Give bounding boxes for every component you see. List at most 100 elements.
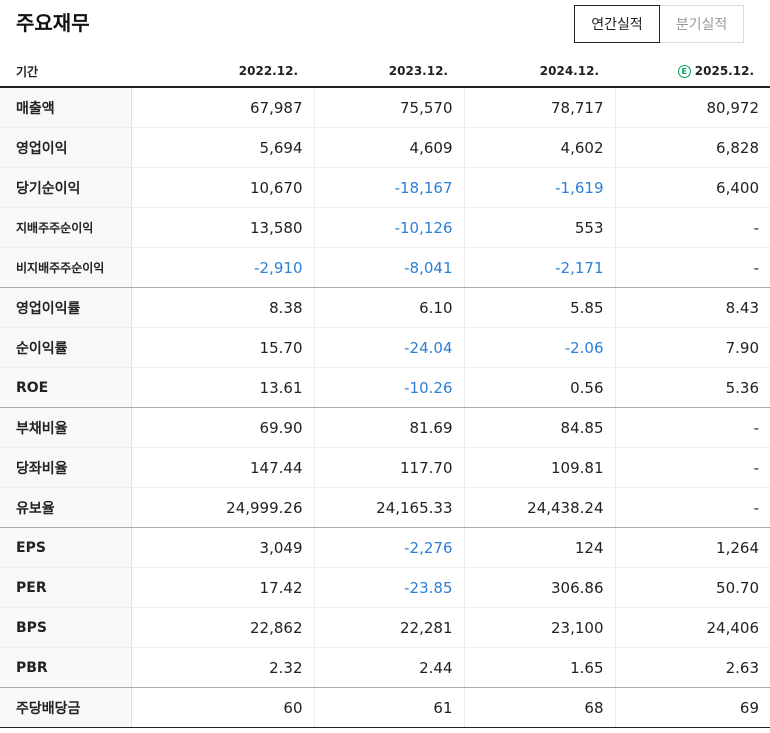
table-cell: -2,910 xyxy=(130,247,314,288)
table-row: EPS 3,049 -2,276 124 1,264 xyxy=(0,527,770,568)
period-header: 기간 xyxy=(0,56,131,88)
table-cell: 61 xyxy=(313,687,464,728)
section-title: 주요재무 xyxy=(16,11,90,35)
table-cell: 109.81 xyxy=(463,447,615,488)
table-cell: 23,100 xyxy=(463,607,615,648)
table-cell: 553 xyxy=(463,207,615,248)
table-row: 비지배주주순이익 -2,910 -8,041 -2,171- xyxy=(0,247,770,288)
table-cell: 60 xyxy=(130,687,314,728)
table-row: 주당배당금 60 61 68 69 xyxy=(0,687,770,728)
table-cell: 75,570 xyxy=(313,87,464,128)
table-cell: 306.86 xyxy=(463,567,615,608)
table-cell: -1,619 xyxy=(463,167,615,208)
table-cell: -10,126 xyxy=(313,207,464,248)
table-cell: 2.63 xyxy=(614,647,770,688)
table-cell: 5.85 xyxy=(463,287,615,328)
tab-quarterly[interactable]: 분기실적 xyxy=(660,5,744,43)
row-label: PBR xyxy=(0,647,132,688)
table-row: PBR 2.32 2.44 1.65 2.63 xyxy=(0,647,770,688)
table-row: 당좌비율 147.44 117.70 109.81- xyxy=(0,447,770,488)
table-cell: 147.44 xyxy=(130,447,314,488)
row-label: 비지배주주순이익 xyxy=(0,247,132,288)
table-cell: -2,276 xyxy=(313,527,464,568)
table-cell: -23.85 xyxy=(313,567,464,608)
table-cell: 24,406 xyxy=(614,607,770,648)
table-cell: 5.36 xyxy=(614,367,770,408)
table-cell: 24,999.26 xyxy=(130,487,314,528)
table-cell: - xyxy=(614,447,770,488)
table-cell: 67,987 xyxy=(130,87,314,128)
section-header: 주요재무 연간실적 분기실적 xyxy=(0,0,770,56)
table-cell: - xyxy=(614,407,770,448)
table-cell: 17.42 xyxy=(130,567,314,608)
table-row: BPS 22,862 22,281 23,100 24,406 xyxy=(0,607,770,648)
table-cell: 4,602 xyxy=(463,127,615,168)
table-row: 유보율 24,999.26 24,165.33 24,438.24- xyxy=(0,487,770,528)
column-header-2025-label: 2025.12. xyxy=(694,64,754,78)
row-label: PER xyxy=(0,567,132,608)
table-row: PER 17.42 -23.85 306.86 50.70 xyxy=(0,567,770,608)
row-label: EPS xyxy=(0,527,132,568)
table-cell: 15.70 xyxy=(130,327,314,368)
row-label: BPS xyxy=(0,607,132,648)
table-row: 당기순이익 10,670 -18,167 -1,619 6,400 xyxy=(0,167,770,208)
column-header-2024: 2024.12. xyxy=(464,56,615,88)
period-tabs: 연간실적 분기실적 xyxy=(574,5,744,43)
table-cell: 8.38 xyxy=(130,287,314,328)
row-label: 당기순이익 xyxy=(0,167,132,208)
row-label: 당좌비율 xyxy=(0,447,132,488)
table-cell: 6,400 xyxy=(614,167,770,208)
row-label: 유보율 xyxy=(0,487,132,528)
table-cell: 0.56 xyxy=(463,367,615,408)
row-label: 영업이익 xyxy=(0,127,132,168)
table-cell: 117.70 xyxy=(313,447,464,488)
table-header-row: 기간 2022.12. 2023.12. 2024.12. E 2025.12. xyxy=(0,56,770,88)
row-label: 주당배당금 xyxy=(0,687,132,728)
table-cell: 6.10 xyxy=(313,287,464,328)
table-cell: -2.06 xyxy=(463,327,615,368)
row-label: ROE xyxy=(0,367,132,408)
table-cell: - xyxy=(614,207,770,248)
table-cell: 80,972 xyxy=(614,87,770,128)
row-label: 부채비율 xyxy=(0,407,132,448)
table-cell: 69.90 xyxy=(130,407,314,448)
table-cell: - xyxy=(614,247,770,288)
table-cell: -2,171 xyxy=(463,247,615,288)
table-cell: 4,609 xyxy=(313,127,464,168)
table-cell: - xyxy=(614,487,770,528)
row-label: 매출액 xyxy=(0,87,132,128)
table-cell: 2.32 xyxy=(130,647,314,688)
table-cell: 124 xyxy=(463,527,615,568)
table-cell: 24,438.24 xyxy=(463,487,615,528)
table-cell: 10,670 xyxy=(130,167,314,208)
table-cell: 1.65 xyxy=(463,647,615,688)
row-label: 순이익률 xyxy=(0,327,132,368)
table-cell: 69 xyxy=(614,687,770,728)
table-cell: -18,167 xyxy=(313,167,464,208)
table-row: 매출액 67,987 75,570 78,717 80,972 xyxy=(0,87,770,128)
table-cell: 68 xyxy=(463,687,615,728)
column-header-2023: 2023.12. xyxy=(314,56,464,88)
table-cell: -10.26 xyxy=(313,367,464,408)
table-cell: 24,165.33 xyxy=(313,487,464,528)
table-row: 순이익률 15.70 -24.04 -2.06 7.90 xyxy=(0,327,770,368)
table-cell: 22,862 xyxy=(130,607,314,648)
table-cell: 50.70 xyxy=(614,567,770,608)
table-row: ROE 13.61 -10.26 0.56 5.36 xyxy=(0,367,770,408)
table-row: 부채비율 69.90 81.69 84.85- xyxy=(0,407,770,448)
tab-annual[interactable]: 연간실적 xyxy=(574,5,660,43)
table-cell: 13.61 xyxy=(130,367,314,408)
row-label: 영업이익률 xyxy=(0,287,132,328)
table-cell: 78,717 xyxy=(463,87,615,128)
table-cell: 6,828 xyxy=(614,127,770,168)
row-label: 지배주주순이익 xyxy=(0,207,132,248)
table-cell: 8.43 xyxy=(614,287,770,328)
financial-table: 기간 2022.12. 2023.12. 2024.12. E 2025.12. … xyxy=(0,56,770,728)
column-header-2022: 2022.12. xyxy=(131,56,314,88)
column-header-2025-estimate: E 2025.12. xyxy=(615,56,770,88)
table-row: 영업이익 5,694 4,609 4,602 6,828 xyxy=(0,127,770,168)
table-cell: 2.44 xyxy=(313,647,464,688)
estimate-icon: E xyxy=(677,65,691,78)
table-cell: 22,281 xyxy=(313,607,464,648)
table-cell: 13,580 xyxy=(130,207,314,248)
